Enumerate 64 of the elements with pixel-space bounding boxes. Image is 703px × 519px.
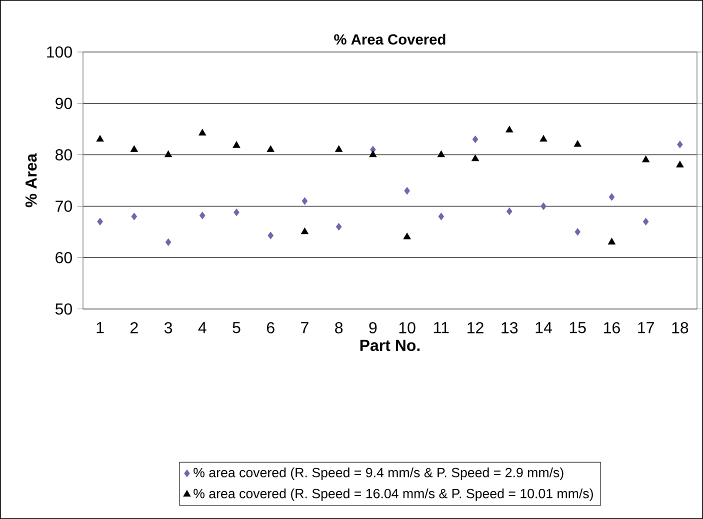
point bbox=[608, 238, 616, 244]
point bbox=[472, 154, 480, 162]
x-tick-label: 7 bbox=[301, 322, 308, 334]
point bbox=[642, 218, 649, 226]
legend-label: % area covered (R. Speed = 9.4 mm/s & P. Speed = 2.9 mm/s) bbox=[194, 468, 564, 480]
x-tick-label: 1 bbox=[96, 322, 104, 334]
x-tick-label: 5 bbox=[232, 322, 240, 334]
point bbox=[437, 150, 445, 158]
y-tick-label: 80 bbox=[55, 149, 72, 160]
x-tick-label: 3 bbox=[164, 322, 172, 334]
point bbox=[302, 197, 308, 205]
point bbox=[574, 228, 580, 236]
point bbox=[165, 238, 172, 246]
x-tick-label: 15 bbox=[570, 322, 586, 334]
point bbox=[335, 145, 343, 152]
y-tick-label: 60 bbox=[56, 252, 72, 264]
x-tick-label: 16 bbox=[604, 322, 620, 334]
y-tick-label: 90 bbox=[56, 98, 72, 110]
point bbox=[506, 126, 514, 132]
point bbox=[131, 212, 138, 220]
point bbox=[676, 160, 684, 168]
y-tick-label: 70 bbox=[56, 200, 72, 212]
x-tick-label: 12 bbox=[468, 322, 484, 334]
point bbox=[266, 145, 274, 152]
x-tick-label: 6 bbox=[266, 322, 274, 334]
x-tick-label: 17 bbox=[638, 322, 654, 334]
y-tick-label: 50 bbox=[55, 303, 72, 315]
point bbox=[403, 232, 411, 240]
point bbox=[438, 212, 444, 220]
point bbox=[130, 145, 138, 152]
point bbox=[677, 140, 683, 148]
point bbox=[234, 208, 240, 216]
legend-label: % area covered (R. Speed = 16.04 mm/s & P. Speed = 10.01 mm/s) bbox=[194, 488, 593, 501]
x-axis-title: Part No. bbox=[360, 340, 420, 352]
point bbox=[404, 187, 410, 195]
point bbox=[506, 208, 512, 216]
y-tick-label: 100 bbox=[47, 46, 72, 58]
point bbox=[232, 141, 240, 148]
point bbox=[96, 135, 104, 142]
point bbox=[642, 156, 650, 162]
x-tick-label: 14 bbox=[536, 322, 552, 334]
point bbox=[369, 150, 377, 158]
point bbox=[97, 218, 103, 226]
point bbox=[540, 202, 546, 210]
x-tick-label: 8 bbox=[335, 322, 343, 334]
chart-title: % Area Covered bbox=[334, 34, 446, 45]
x-tick-label: 18 bbox=[672, 322, 688, 334]
x-tick-label: 9 bbox=[369, 322, 377, 334]
x-tick-label: 10 bbox=[399, 322, 416, 334]
x-tick-label: 13 bbox=[502, 322, 518, 334]
point bbox=[200, 212, 206, 220]
point bbox=[198, 128, 206, 136]
point bbox=[164, 150, 172, 158]
point bbox=[608, 193, 615, 201]
y-axis-title: % Area bbox=[25, 153, 37, 208]
point bbox=[472, 136, 478, 144]
point bbox=[336, 223, 342, 230]
point bbox=[574, 140, 582, 147]
point bbox=[300, 228, 308, 234]
x-tick-label: 4 bbox=[198, 322, 206, 334]
x-tick-label: 11 bbox=[434, 322, 449, 334]
point bbox=[540, 135, 548, 142]
point bbox=[268, 232, 274, 240]
x-tick-label: 2 bbox=[130, 322, 138, 334]
